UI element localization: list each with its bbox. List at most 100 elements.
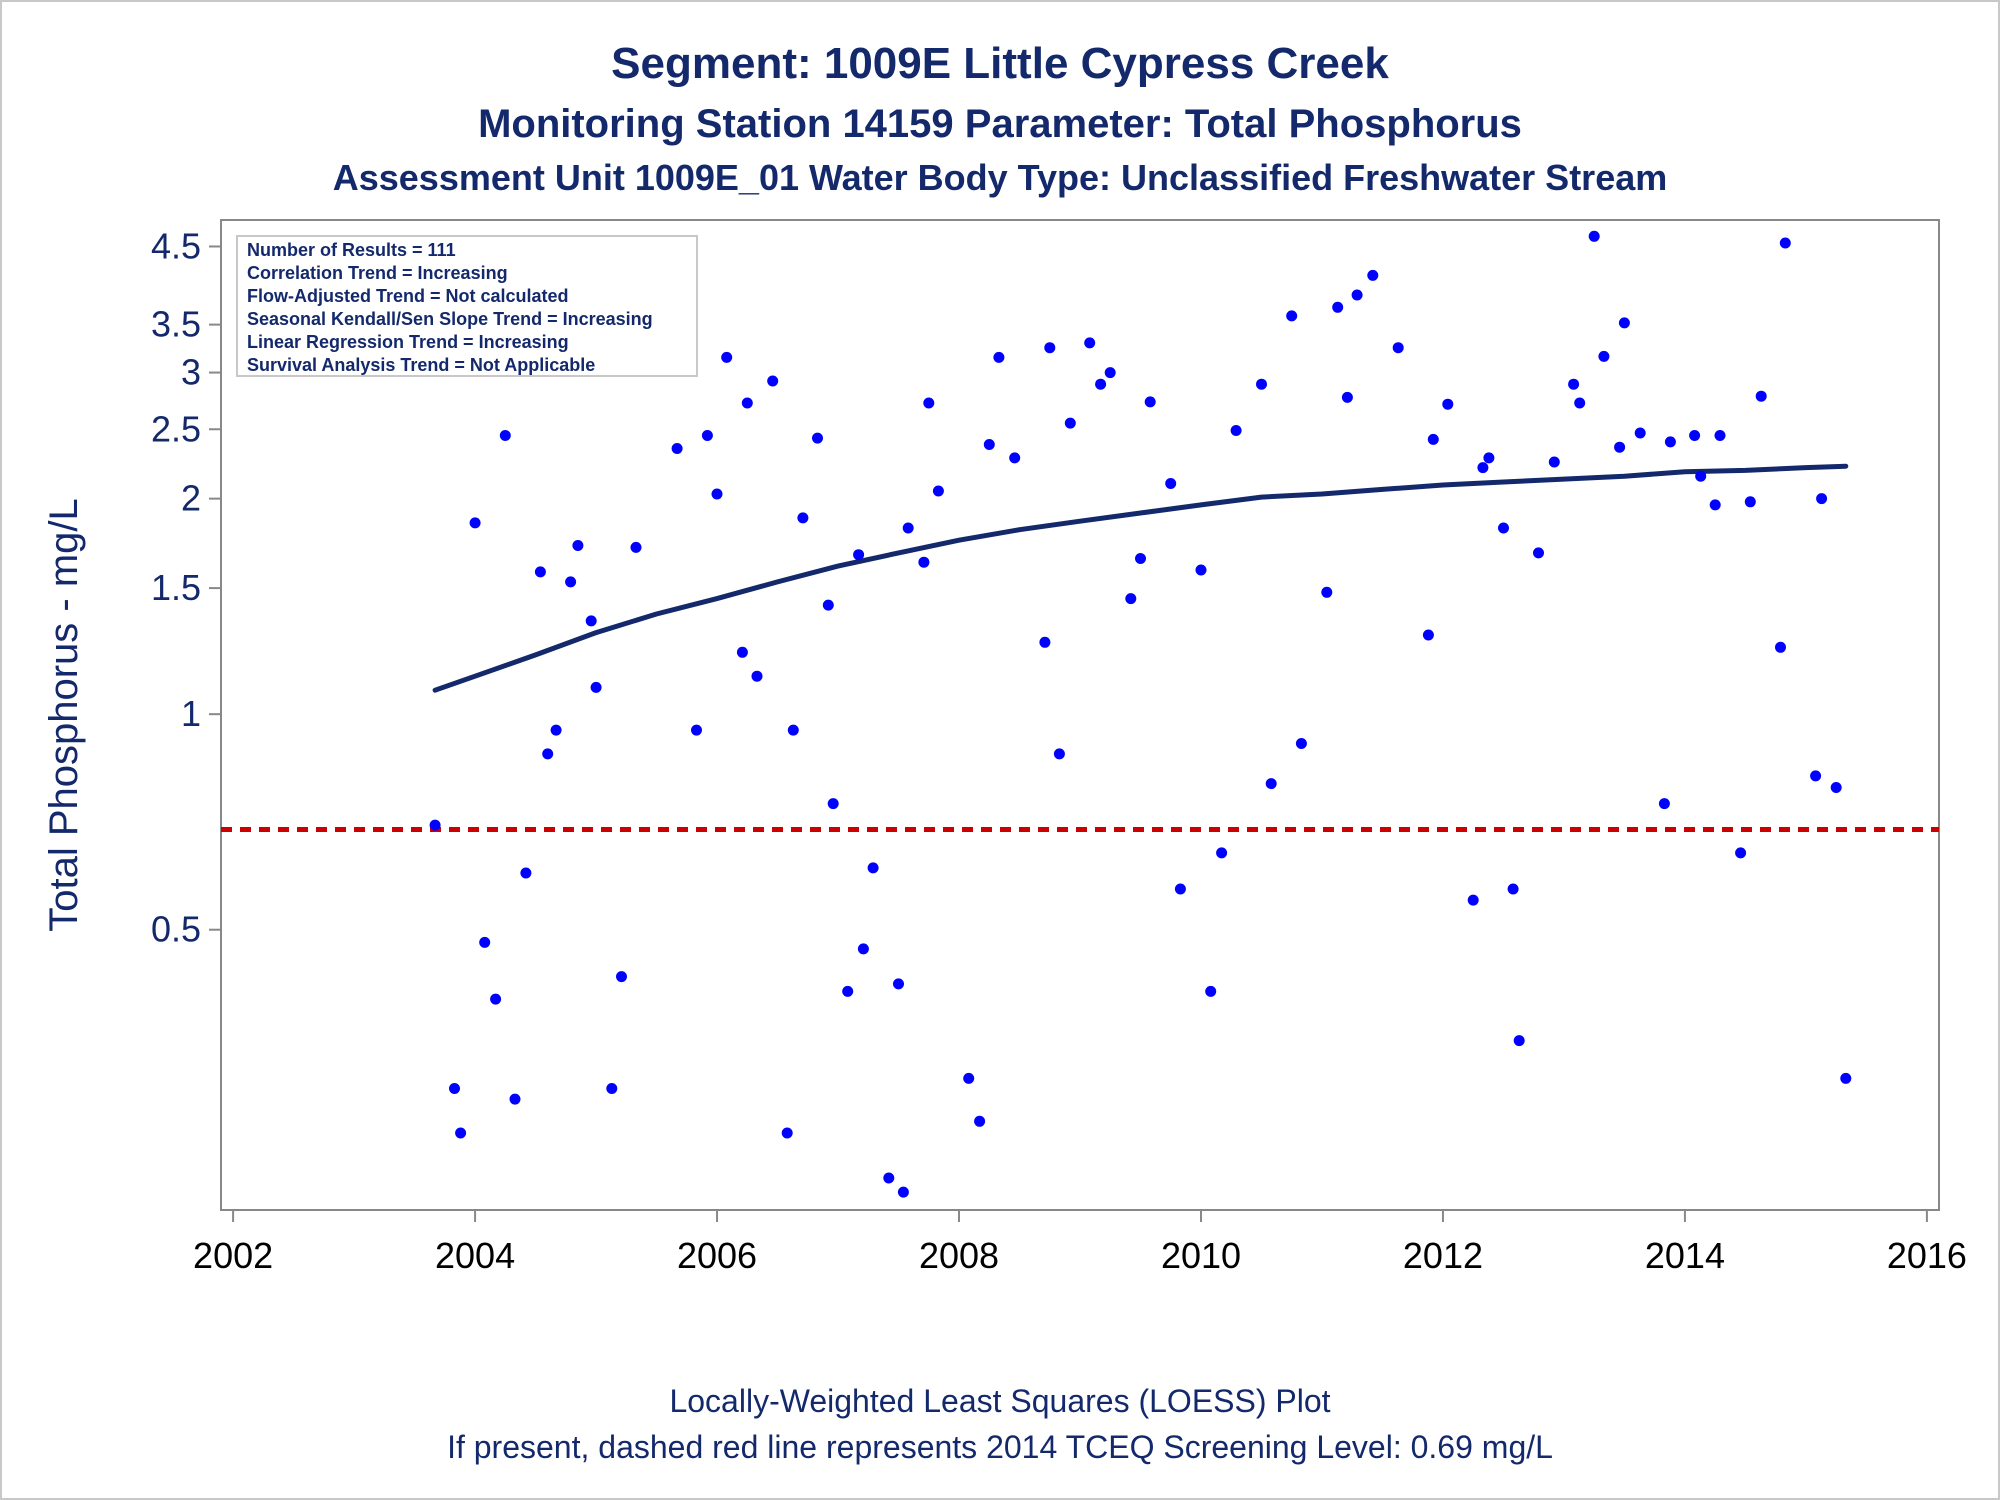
data-point <box>1755 390 1767 402</box>
data-point <box>1135 553 1146 564</box>
data-point <box>1205 985 1217 997</box>
data-point <box>1744 496 1756 508</box>
x-tick-label: 2008 <box>919 1235 999 1276</box>
data-point <box>585 615 597 627</box>
data-point <box>1442 398 1454 410</box>
data-point <box>565 576 577 588</box>
data-point <box>923 397 935 409</box>
data-point <box>787 724 799 736</box>
y-axis-label: Total Phosphorus - mg/L <box>42 498 86 932</box>
x-tick-label: 2012 <box>1403 1235 1483 1276</box>
data-point <box>550 724 562 736</box>
x-tick-label: 2002 <box>193 1235 273 1276</box>
data-point <box>479 936 491 948</box>
data-point <box>1174 883 1186 895</box>
data-point <box>1195 564 1207 576</box>
data-point <box>902 522 914 534</box>
data-point <box>1775 641 1786 653</box>
footnote-screening-level: If present, dashed red line represents 2… <box>447 1429 1553 1465</box>
stats-survival-analysis-trend: Survival Analysis Trend = Not Applicable <box>247 355 595 375</box>
data-point <box>867 862 879 874</box>
data-point <box>822 599 834 611</box>
data-point <box>1367 269 1379 281</box>
y-tick-label: 3.5 <box>151 304 201 345</box>
data-point <box>1009 452 1021 464</box>
data-point <box>520 867 532 879</box>
stats-flow-adjusted-trend: Flow-Adjusted Trend = Not calculated <box>247 286 569 306</box>
data-point <box>1044 342 1056 354</box>
data-point <box>1498 522 1509 534</box>
y-tick-label: 3 <box>181 352 201 393</box>
data-point <box>1256 378 1267 390</box>
data-point <box>1588 230 1600 242</box>
data-point <box>781 1127 793 1139</box>
data-point <box>1286 310 1298 322</box>
data-point <box>897 1186 909 1198</box>
y-tick-label: 1 <box>181 693 201 734</box>
data-point <box>751 670 763 682</box>
stats-seasonal-kendall-trend: Seasonal Kendall/Sen Slope Trend = Incre… <box>247 309 653 329</box>
x-tick-label: 2016 <box>1887 1235 1967 1276</box>
data-point <box>616 971 627 983</box>
data-point <box>469 517 481 529</box>
data-point <box>963 1072 975 1084</box>
y-tick-label: 1.5 <box>151 567 201 608</box>
chart-title: Segment: 1009E Little Cypress Creek <box>611 39 1389 88</box>
x-tick-label: 2004 <box>435 1235 515 1276</box>
data-point <box>1598 350 1610 362</box>
data-point <box>1084 337 1096 349</box>
data-point <box>1714 430 1726 441</box>
data-point <box>1104 367 1116 379</box>
y-tick-label: 0.5 <box>151 909 201 950</box>
data-point <box>1216 847 1228 859</box>
data-point <box>1810 770 1822 782</box>
data-point <box>1392 342 1404 354</box>
data-point <box>1689 430 1701 441</box>
data-point <box>1658 798 1670 810</box>
data-point <box>1351 289 1363 301</box>
data-point <box>1125 593 1137 605</box>
data-point <box>449 1083 460 1094</box>
data-point <box>1341 391 1353 403</box>
data-point <box>542 748 554 760</box>
data-point <box>1165 478 1177 489</box>
data-point <box>1830 782 1842 793</box>
data-point <box>883 1172 895 1184</box>
data-point <box>701 430 713 441</box>
x-tick-label: 2014 <box>1645 1235 1725 1276</box>
chart-subtitle-station: Monitoring Station 14159 Parameter: Tota… <box>478 102 1522 146</box>
data-point <box>741 397 753 409</box>
data-point <box>606 1083 618 1094</box>
data-point <box>1039 636 1051 648</box>
data-point <box>1064 417 1076 429</box>
data-point <box>1709 499 1721 511</box>
data-point <box>853 549 865 561</box>
data-point <box>671 443 683 454</box>
loess-curve <box>432 463 1849 693</box>
x-axis: 2002 2004 2006 2008 2010 2012 2014 2016 <box>193 1210 1967 1276</box>
data-point <box>893 978 904 990</box>
data-point <box>1548 456 1560 468</box>
y-tick-label: 2.5 <box>151 408 201 449</box>
data-point <box>1634 427 1646 439</box>
data-point <box>1840 1072 1852 1084</box>
data-point <box>572 540 584 551</box>
data-point <box>1427 433 1439 445</box>
data-point <box>918 556 930 568</box>
data-point <box>1230 425 1242 436</box>
data-point <box>1095 378 1107 390</box>
y-axis: 0.5 1 1.5 2 2.5 3 3.5 4.5 <box>151 225 221 950</box>
stats-box: Number of Results = 111 Correlation Tren… <box>236 235 698 377</box>
data-point <box>1664 436 1676 448</box>
data-point <box>1332 301 1344 313</box>
data-point <box>1467 894 1479 906</box>
data-point <box>1568 378 1580 390</box>
data-point <box>1144 396 1156 408</box>
data-point <box>842 985 854 997</box>
data-point <box>721 351 733 363</box>
data-point <box>429 819 441 831</box>
data-point <box>499 430 511 441</box>
data-point <box>983 439 995 450</box>
